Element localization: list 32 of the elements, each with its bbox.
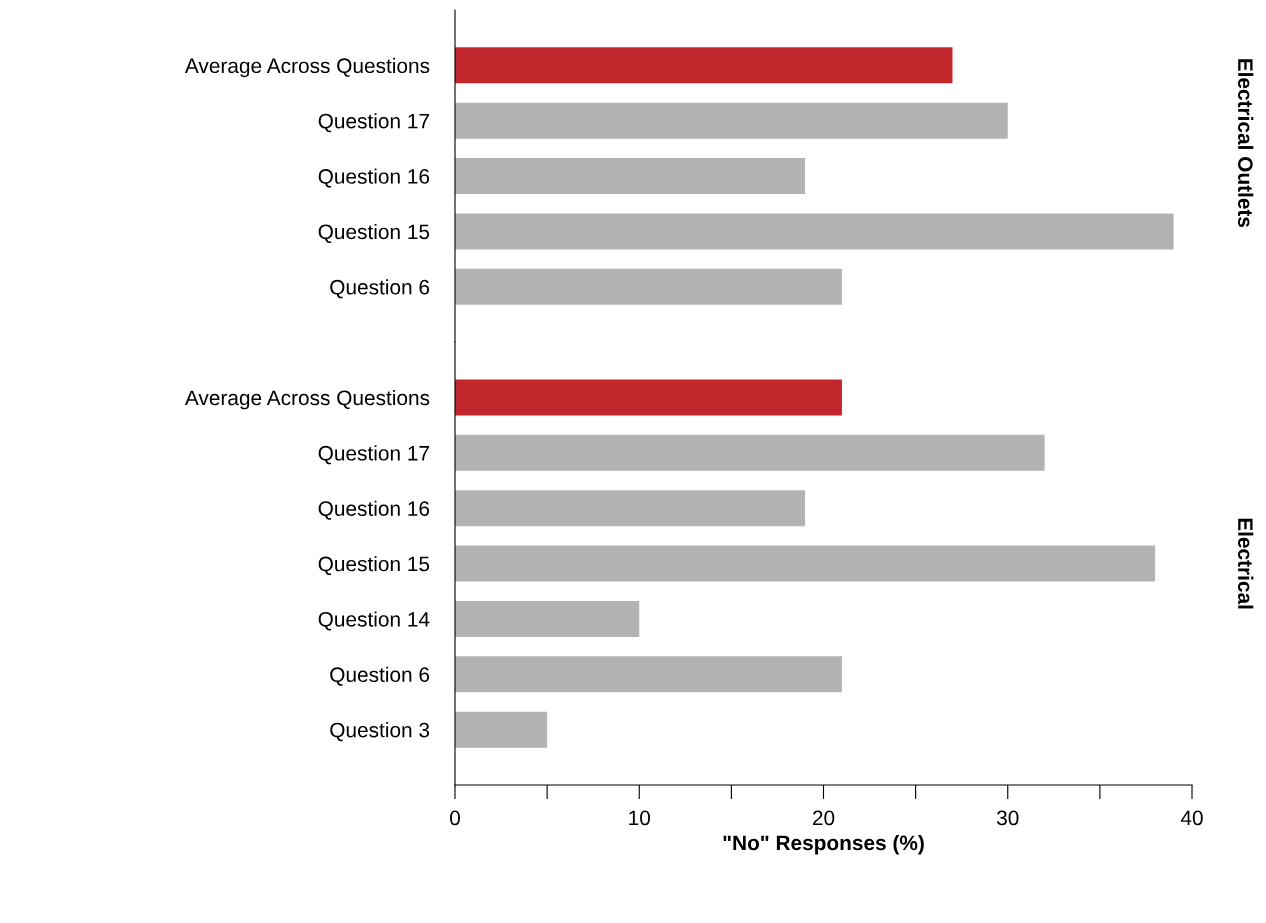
y-tick-label: Question 15 xyxy=(318,556,430,576)
bar xyxy=(455,490,806,527)
bar xyxy=(455,47,953,84)
x-tick-label: 0 xyxy=(450,810,460,826)
y-tick-label: Question 17 xyxy=(318,445,429,465)
bar xyxy=(455,545,1156,582)
y-tick-label: Question 6 xyxy=(330,666,430,686)
y-tick-label: Question 6 xyxy=(330,279,430,299)
y-tick-label: Question 15 xyxy=(318,223,430,243)
y2-axis-title: Electrical Outlets xyxy=(1238,59,1254,228)
y-tick-label: Average Across Questions xyxy=(184,57,430,78)
y-tick-label: Question 14 xyxy=(318,611,430,631)
bar xyxy=(455,379,842,416)
x-axis-title: "No" Responses (%) xyxy=(723,834,924,855)
bar xyxy=(455,268,842,305)
bar xyxy=(455,656,842,693)
bar xyxy=(455,711,548,748)
y-tick-label: Average Across Questions xyxy=(184,389,430,410)
x-tick-label: 10 xyxy=(629,810,651,826)
y2-axis-title: Electrical xyxy=(1238,518,1254,609)
y-tick-label: Question 16 xyxy=(318,168,430,188)
x-tick-label: 40 xyxy=(1180,810,1203,826)
x-tick-label: 20 xyxy=(812,810,835,826)
y-tick-label: Question 3 xyxy=(330,722,430,742)
bar xyxy=(455,213,1174,250)
x-tick-label: 30 xyxy=(996,810,1019,826)
y-tick-label: Question 16 xyxy=(318,500,430,520)
bar xyxy=(455,102,1008,139)
bar xyxy=(455,600,640,637)
bar xyxy=(455,434,1045,471)
y-tick-label: Question 17 xyxy=(318,113,429,133)
bar xyxy=(455,158,806,195)
